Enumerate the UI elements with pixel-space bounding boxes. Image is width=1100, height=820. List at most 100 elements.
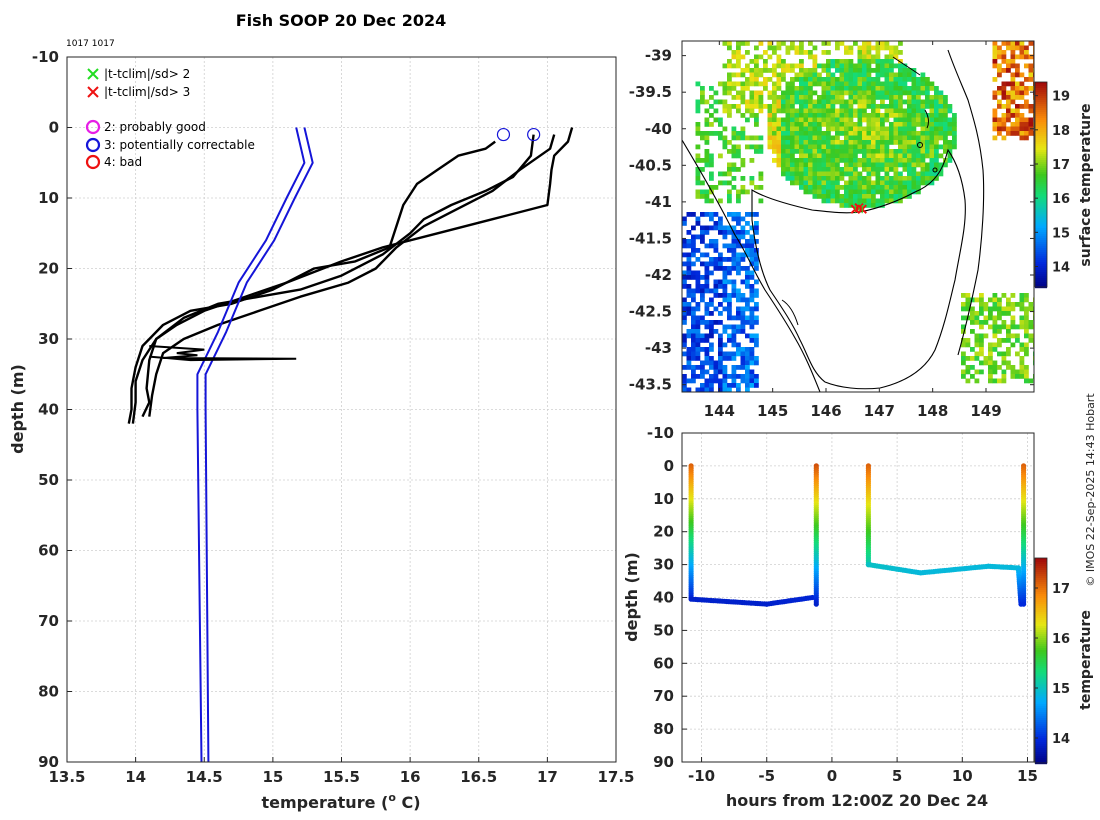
sst-cell <box>772 68 777 73</box>
sst-cell <box>727 230 732 235</box>
sst-cell <box>695 315 701 321</box>
sst-cell <box>808 189 813 195</box>
sst-cell <box>875 122 881 127</box>
sst-cell <box>709 216 714 222</box>
sst-cell <box>718 383 723 388</box>
sst-cell <box>916 95 921 100</box>
sst-cell <box>736 95 741 100</box>
sst-cell <box>875 153 881 159</box>
sst-cell <box>862 140 867 145</box>
sst-cell <box>817 176 822 181</box>
temperature-colorbar-swatch <box>1035 598 1047 601</box>
sst-cell <box>749 347 755 352</box>
sst-cell <box>691 315 696 321</box>
sst-cell <box>880 122 885 127</box>
map-y-ticks: -39-39.5-40-40.5-41-41.5-42-42.5-43-43.5 <box>629 47 1034 394</box>
sst-cell <box>911 171 917 177</box>
sst-cell <box>758 108 764 114</box>
sst-cell <box>803 122 809 127</box>
sst-cell <box>740 135 746 141</box>
sst-cell <box>695 374 701 379</box>
sst-cell <box>754 90 759 96</box>
sst-cell <box>731 338 737 343</box>
sst-cell <box>736 324 741 330</box>
sst-cell <box>794 86 800 91</box>
sst-cell <box>740 185 746 190</box>
map-x-ticks: 144 145 146 147 148 149 <box>704 41 1002 420</box>
sst-cell <box>695 270 701 276</box>
sst-cell <box>754 257 759 262</box>
sst-cell <box>713 374 719 379</box>
sst-colorbar-swatch <box>1035 166 1047 169</box>
sst-cell <box>929 135 935 141</box>
sst-cell <box>700 333 705 339</box>
sst-cell <box>754 72 759 78</box>
profile-y-tick-label: 40 <box>38 401 59 419</box>
sst-cell <box>889 185 894 190</box>
sst-cell <box>934 104 939 109</box>
sst-cell <box>988 374 993 379</box>
temperature-colorbar-swatch <box>1035 600 1047 603</box>
sst-cell <box>682 297 687 303</box>
sst-cell <box>812 81 818 87</box>
sst-cell <box>898 104 903 109</box>
sst-cell <box>731 324 737 330</box>
sst-cell <box>709 365 714 370</box>
sst-cell <box>700 360 705 366</box>
sst-cell <box>691 248 696 253</box>
sst-cell <box>758 81 764 87</box>
sst-cell <box>853 41 858 46</box>
sst-cell <box>704 153 710 159</box>
sst-cell <box>799 131 804 136</box>
sst-cell <box>871 99 876 105</box>
sst-cell <box>1015 369 1020 375</box>
sst-cell <box>691 378 696 384</box>
sst-cell <box>965 342 971 348</box>
sst-cell <box>745 383 750 388</box>
temperature-colorbar-swatch <box>1035 590 1047 593</box>
sst-cell <box>902 86 908 91</box>
sst-cell <box>1024 378 1029 384</box>
sst-cell <box>880 45 885 51</box>
sst-cell <box>817 158 822 163</box>
sst-cell <box>916 122 921 127</box>
sst-cell <box>826 131 831 136</box>
sst-cell <box>853 180 858 186</box>
sst-cell <box>902 162 908 168</box>
sst-cell <box>826 63 831 69</box>
sst-cell <box>1006 329 1011 334</box>
sst-cell <box>1001 59 1007 64</box>
sst-cell <box>1019 342 1025 348</box>
sst-colorbar-swatch <box>1035 230 1047 233</box>
sst-cell <box>718 320 723 325</box>
sst-cell <box>695 275 701 280</box>
sst-cell <box>731 104 737 109</box>
sst-cell <box>763 86 768 91</box>
sst-cell <box>740 216 746 222</box>
sst-cell <box>862 86 867 91</box>
sst-cell <box>727 45 732 51</box>
sst-cell <box>911 126 917 132</box>
sst-cell <box>1024 135 1029 141</box>
sst-colorbar-swatch <box>1035 250 1047 253</box>
sst-colorbar-swatch <box>1035 160 1047 163</box>
sst-cell <box>718 131 723 136</box>
sst-cell <box>1028 122 1034 127</box>
sst-cell <box>902 122 908 127</box>
sst-cell <box>781 149 786 154</box>
sst-cell <box>691 351 696 357</box>
sst-cell <box>979 351 984 357</box>
sst-cell <box>682 306 687 312</box>
sst-cell <box>884 108 890 114</box>
sst-cell <box>1015 90 1020 96</box>
sst-cell <box>754 338 759 343</box>
sst-cell <box>709 347 714 352</box>
sst-colorbar-swatch <box>1035 228 1047 231</box>
sst-cell <box>808 113 813 118</box>
sst-cell <box>884 144 890 150</box>
temperature-colorbar-swatch <box>1035 584 1047 587</box>
sst-cell <box>785 144 791 150</box>
sst-cell <box>776 45 782 51</box>
sst-cell <box>1015 86 1020 91</box>
sst-cell <box>745 117 750 123</box>
